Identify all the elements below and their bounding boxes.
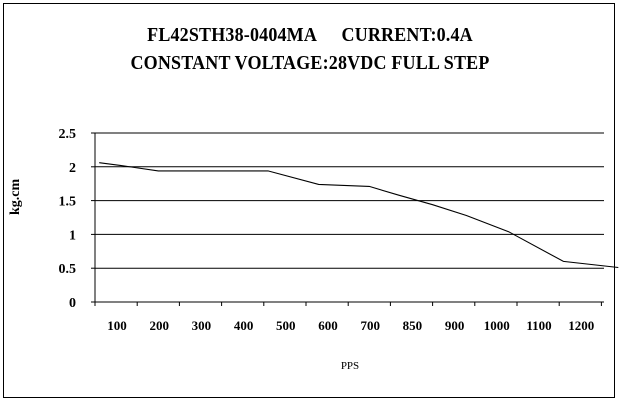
y-tick-label: 0.5 xyxy=(59,262,77,277)
torque-series-line xyxy=(99,162,619,269)
x-tick-label: 900 xyxy=(445,318,465,333)
y-tick-label: 2.5 xyxy=(59,127,77,142)
chart-title-line2: CONSTANT VOLTAGE:28VDC FULL STEP xyxy=(130,52,490,74)
x-tick-label: 1200 xyxy=(568,318,594,333)
y-tick-label: 1.5 xyxy=(59,195,77,210)
y-tick-label: 2 xyxy=(69,161,76,176)
x-tick-label: 500 xyxy=(276,318,296,333)
x-tick-label: 1100 xyxy=(526,318,551,333)
x-axis-label: PPS xyxy=(340,360,360,372)
x-tick-label: 850 xyxy=(403,318,423,333)
y-tick-label: 1 xyxy=(69,228,76,243)
x-tick-label: 600 xyxy=(318,318,338,333)
chart-title-line1: FL42STH38-0404MA CURRENT:0.4A xyxy=(31,24,589,47)
x-tick-label: 300 xyxy=(192,318,212,333)
chart-title-current: CURRENT:0.4A xyxy=(341,24,473,46)
x-tick-label: 200 xyxy=(149,318,169,333)
y-tick-label: 0 xyxy=(69,296,76,311)
x-tick-label: 400 xyxy=(234,318,254,333)
x-tick-label: 100 xyxy=(107,318,127,333)
chart-title-model: FL42STH38-0404MA xyxy=(147,24,318,46)
x-tick-label: 1000 xyxy=(484,318,510,333)
x-tick-label: 700 xyxy=(360,318,380,333)
